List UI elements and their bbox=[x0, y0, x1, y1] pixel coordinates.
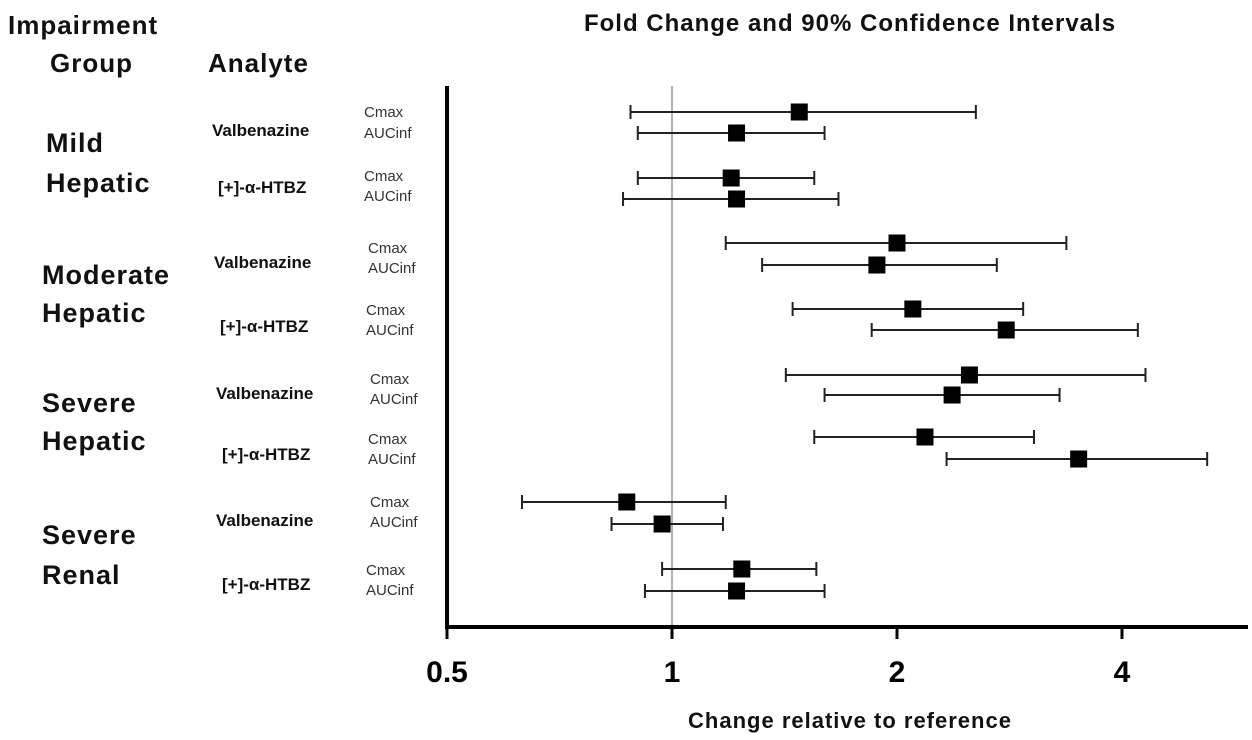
x-tick-label: 4 bbox=[1114, 656, 1131, 689]
point-estimate bbox=[790, 103, 808, 121]
analyte-label: Valbenazine bbox=[212, 121, 310, 140]
analyte-label: Valbenazine bbox=[216, 511, 314, 530]
group-label-mild-hepatic: Hepatic bbox=[46, 168, 151, 198]
metric-label: Cmax bbox=[368, 431, 408, 448]
analyte-label: Valbenazine bbox=[214, 253, 312, 272]
x-tick-label: 2 bbox=[889, 656, 906, 689]
point-estimate bbox=[943, 386, 961, 404]
metric-label: AUCinf bbox=[364, 188, 412, 205]
point-estimate bbox=[1070, 450, 1088, 468]
group-label-moderate: Moderate bbox=[42, 260, 171, 290]
group-label-severe-hepatic: Hepatic bbox=[42, 426, 147, 456]
analyte-label: [+]-α-HTBZ bbox=[220, 317, 309, 336]
point-estimate bbox=[728, 124, 746, 142]
point-estimate bbox=[997, 321, 1015, 339]
group-label-severe: Severe bbox=[42, 388, 137, 418]
analyte-label: [+]-α-HTBZ bbox=[218, 178, 307, 197]
metric-label: Cmax bbox=[370, 371, 410, 388]
point-estimate bbox=[868, 256, 886, 274]
analyte-header: Analyte bbox=[208, 48, 309, 78]
metric-label: AUCinf bbox=[366, 322, 414, 339]
group-label-moderate-hepatic: Hepatic bbox=[42, 298, 147, 328]
group-label-mild: Mild bbox=[46, 128, 104, 158]
metric-label: Cmax bbox=[370, 494, 410, 511]
metric-label: Cmax bbox=[368, 240, 408, 257]
x-tick-label: 0.5 bbox=[426, 656, 468, 689]
metric-label: AUCinf bbox=[368, 451, 416, 468]
analyte-label: [+]-α-HTBZ bbox=[222, 445, 311, 464]
point-estimate bbox=[722, 169, 740, 187]
metric-label: AUCinf bbox=[364, 125, 412, 142]
metric-label: Cmax bbox=[364, 104, 404, 121]
point-estimate bbox=[960, 366, 978, 384]
analyte-label: [+]-α-HTBZ bbox=[222, 575, 311, 594]
point-estimate bbox=[904, 300, 922, 318]
point-estimate bbox=[916, 428, 934, 446]
analyte-label: Valbenazine bbox=[216, 384, 314, 403]
group-label-severe-renal: Severe bbox=[42, 520, 137, 550]
metric-label: Cmax bbox=[366, 302, 406, 319]
metric-label: AUCinf bbox=[370, 391, 418, 408]
chart-title: Fold Change and 90% Confidence Intervals bbox=[583, 10, 1117, 37]
metric-label: Cmax bbox=[366, 562, 406, 579]
point-estimate bbox=[618, 493, 636, 511]
point-estimate bbox=[888, 234, 906, 252]
point-estimate bbox=[653, 515, 671, 533]
metric-label: AUCinf bbox=[368, 260, 416, 277]
point-estimate bbox=[733, 560, 751, 578]
metric-label: AUCinf bbox=[366, 582, 414, 599]
point-estimate bbox=[728, 190, 746, 208]
x-axis-label: Change relative to reference bbox=[688, 708, 1012, 733]
metric-label: Cmax bbox=[364, 168, 404, 185]
group-label-renal: Renal bbox=[42, 560, 121, 590]
impairment-header-line1: Impairment bbox=[8, 10, 159, 40]
impairment-header-line2: Group bbox=[50, 48, 133, 78]
x-tick-label: 1 bbox=[664, 656, 681, 689]
metric-label: AUCinf bbox=[370, 514, 418, 531]
point-estimate bbox=[728, 582, 746, 600]
